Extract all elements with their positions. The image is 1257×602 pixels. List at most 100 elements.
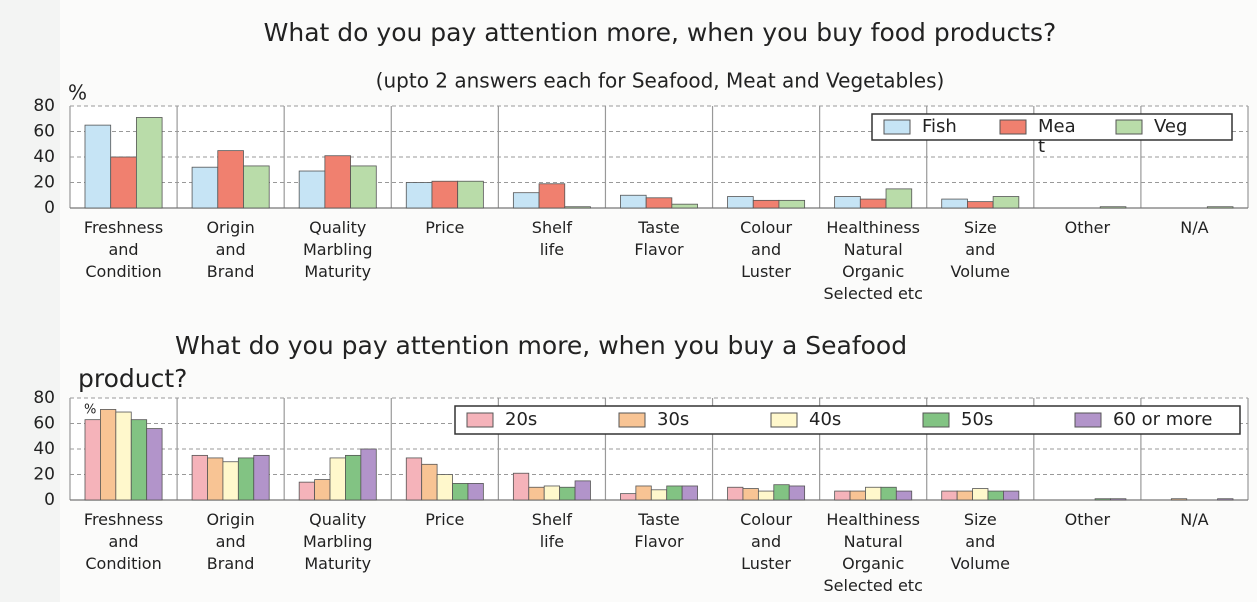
x-tick-label: Shelf life: [532, 218, 573, 259]
bar: [849, 490, 866, 501]
bar: [528, 486, 545, 501]
bar: [564, 206, 591, 209]
bar: [360, 448, 377, 501]
bar: [512, 192, 540, 209]
bar: [865, 486, 882, 501]
x-tick-label: Other: [1065, 218, 1111, 237]
chart-title: What do you pay attention more, when you…: [78, 331, 907, 393]
bar: [620, 194, 647, 209]
bar: [298, 170, 326, 209]
x-tick-label: N/A: [1180, 510, 1208, 529]
y-tick-label: 0: [44, 490, 55, 510]
bar: [324, 155, 351, 209]
x-tick-label: Size and Volume: [951, 510, 1011, 573]
y-tick-label: 20: [33, 465, 55, 485]
y-tick-label: 60: [33, 122, 55, 142]
bar: [773, 484, 790, 501]
legend-label: Mea t: [1038, 116, 1076, 157]
y-tick-label: 40: [33, 147, 55, 167]
bar: [405, 182, 433, 209]
bar: [941, 198, 968, 209]
x-tick-label: Freshness and Condition: [84, 510, 163, 573]
bar: [880, 486, 897, 501]
bar: [635, 485, 652, 501]
bar: [146, 428, 163, 501]
x-tick-label: Taste Flavor: [634, 510, 684, 551]
bar: [992, 196, 1020, 209]
bar: [217, 150, 244, 209]
bar: [405, 457, 423, 501]
bar: [620, 493, 637, 501]
y-tick-label: 80: [33, 388, 55, 408]
bar: [1099, 206, 1127, 209]
legend-label: 60 or more: [1113, 409, 1212, 430]
legend-label: 50s: [961, 409, 993, 430]
x-tick-label: Healthiness Natural Organic Selected etc: [824, 510, 923, 595]
x-tick-label: Freshness and Condition: [84, 218, 163, 281]
chart-subtitle: (upto 2 answers each for Seafood, Meat a…: [376, 69, 945, 93]
y-tick-label: 0: [44, 198, 55, 218]
bar: [421, 463, 438, 501]
x-tick-label: Shelf life: [532, 510, 573, 551]
bar: [314, 479, 331, 501]
bar: [885, 188, 913, 209]
bar: [1170, 498, 1188, 501]
legend-swatch: [466, 412, 494, 428]
bar: [431, 180, 459, 209]
bar: [778, 199, 806, 209]
bar: [859, 198, 887, 209]
legend-label: 30s: [657, 409, 689, 430]
bar: [100, 409, 117, 501]
bar: [752, 199, 780, 209]
bar: [681, 485, 698, 501]
x-tick-label: Quality Marbling Maturity: [303, 218, 373, 281]
legend-swatch: [618, 412, 646, 428]
y-tick-label: 40: [33, 439, 55, 459]
bar: [452, 483, 469, 501]
bar: [1094, 498, 1111, 501]
bar: [84, 419, 101, 501]
y-tick-label: 20: [33, 173, 55, 193]
bar: [1110, 498, 1127, 501]
legend-swatch: [770, 412, 798, 428]
bar: [1217, 498, 1234, 501]
bar: [834, 196, 861, 209]
bar: [298, 481, 315, 501]
bar: [436, 474, 453, 501]
x-tick-label: Colour and Luster: [740, 510, 792, 573]
bar: [512, 472, 530, 501]
x-tick-label: Price: [425, 218, 464, 237]
bar: [757, 490, 775, 501]
y-axis-label: %: [68, 81, 87, 105]
legend-label: Fish: [922, 116, 957, 137]
x-tick-label: Other: [1065, 510, 1111, 529]
bar: [967, 201, 994, 209]
bar: [253, 454, 270, 501]
bar: [742, 488, 759, 501]
bar: [237, 457, 255, 501]
legend-label: Veg: [1154, 116, 1187, 137]
bar: [207, 457, 224, 501]
bar: [135, 117, 163, 209]
bar: [645, 197, 673, 209]
bar: [727, 486, 744, 501]
legend-swatch: [883, 119, 911, 135]
bar: [467, 483, 484, 501]
x-tick-label: N/A: [1180, 218, 1208, 237]
y-tick-label: 80: [33, 96, 55, 116]
bar: [1206, 206, 1234, 209]
bar: [191, 166, 219, 209]
x-tick-label: Healthiness Natural Organic Selected etc: [824, 218, 923, 303]
x-tick-label: Colour and Luster: [740, 218, 792, 281]
background: [60, 0, 1257, 602]
x-tick-label: Size and Volume: [951, 218, 1011, 281]
legend-label: 20s: [505, 409, 537, 430]
bar: [115, 411, 132, 501]
x-tick-label: Origin and Brand: [206, 510, 254, 573]
bar: [788, 485, 806, 501]
bar: [987, 490, 1004, 501]
bar: [650, 489, 668, 501]
legend-swatch: [922, 412, 950, 428]
x-tick-label: Quality Marbling Maturity: [303, 510, 373, 573]
